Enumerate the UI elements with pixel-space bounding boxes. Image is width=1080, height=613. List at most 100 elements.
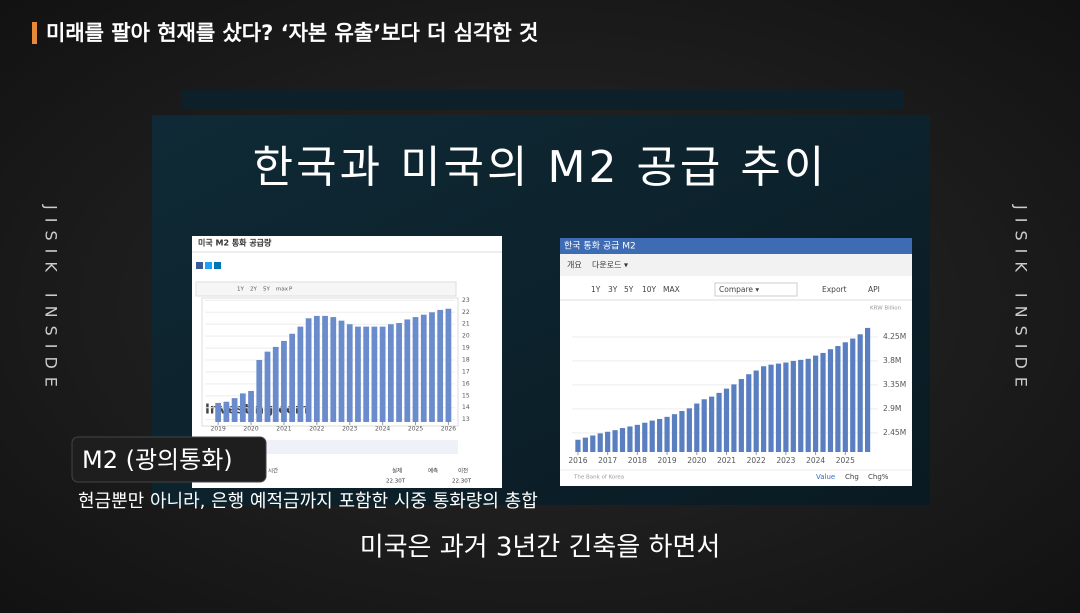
slide-title: 한국과 미국의 M2 공급 추이 [253,142,828,193]
bar [746,374,752,452]
header-bar [32,22,37,44]
side-label: JISIK INSIDE [1012,204,1031,395]
tab-bar [560,254,912,276]
range-button: 5Y [624,285,634,294]
bar [597,433,603,452]
bar [223,401,230,422]
x-tick-label: 2025 [836,456,855,465]
bar [634,424,640,452]
bar [248,391,254,422]
tab: 다운로드 ▾ [592,261,628,270]
x-tick-label: 2023 [776,456,795,465]
bar [437,309,444,422]
bar [412,317,419,422]
bar [827,349,834,452]
chart-title: 미국 M2 통화 공급량 [198,238,272,248]
bar [338,320,345,422]
y-tick-label: 2.9M [883,404,901,413]
y-tick-label: 23 [462,297,470,304]
panel-edge [182,90,904,110]
bar [671,414,678,452]
bar [387,324,394,422]
bar [404,319,411,422]
x-tick-label: 2022 [747,456,766,465]
range-button: 5Y [263,287,270,293]
y-tick-label: 18 [462,357,470,364]
toolbar [195,281,457,297]
table-header: 예측 [428,467,438,475]
bar [289,333,296,422]
bar [813,355,819,452]
bar [850,338,856,452]
table-cell: 22.30T [452,479,472,485]
icon [214,262,221,269]
bar [575,439,581,452]
bar [239,393,246,422]
x-tick-label: 2019 [211,426,226,433]
bar [396,323,402,422]
range-button: Export [822,285,847,294]
range-button: 1Y [237,287,244,293]
source: The Bank of Korea [573,475,624,481]
bar [723,388,730,452]
bar [231,398,238,422]
x-tick-label: 2025 [408,426,423,433]
bar [355,326,361,422]
x-tick-label: 2024 [806,456,825,465]
bar [805,358,811,452]
y-tick-label: 15 [462,392,470,399]
bar [768,364,774,452]
bar [330,317,337,422]
plot-frame [201,297,459,427]
bar [798,359,804,452]
bar [857,334,863,452]
bar [590,435,596,452]
side-label: JISIK INSIDE [42,204,61,395]
bar [790,360,796,452]
bar [619,428,626,452]
bar [694,403,700,452]
compare-box [714,282,798,297]
bar [305,318,312,422]
range-button: P [289,287,293,293]
bar [738,379,744,452]
bar [363,326,370,422]
bar [256,360,263,422]
y-tick-label: 14 [462,404,470,411]
tab: 개요 [567,260,582,270]
bar [835,346,841,452]
x-tick-label: 2020 [687,456,706,465]
term-box [71,436,267,483]
range-button: MAX [663,285,680,294]
x-tick-label: 2024 [375,426,390,433]
x-tick-label: 2018 [628,456,647,465]
bar [701,399,707,452]
bar [761,366,767,452]
header-title: 미래를 팔아 현재를 샀다? ‘자본 유출’보다 더 심각한 것 [46,21,538,45]
bar [371,326,378,422]
bar [346,324,353,422]
bar [297,326,304,422]
bar [716,392,722,452]
bar [709,396,715,452]
range-button: max [276,287,289,293]
bar [322,315,328,422]
y-tick-label: 3.8M [883,356,901,365]
subtitle: 미국은 과거 3년간 긴축을 하면서 [360,533,721,563]
x-tick-label: 2019 [658,456,677,465]
chart-titlebar [560,238,912,254]
footer-link: Chg% [868,473,889,481]
bar [445,308,452,422]
bar [605,431,611,452]
bar [783,362,789,452]
x-tick-label: 2026 [441,426,456,433]
table-cell: 22.30T [386,479,406,485]
bar [264,351,271,422]
y-tick-label: 19 [462,345,470,352]
bar [429,312,435,422]
y-tick-label: 17 [462,368,470,375]
y-tick-label: 22 [462,309,470,316]
icon [205,262,212,269]
